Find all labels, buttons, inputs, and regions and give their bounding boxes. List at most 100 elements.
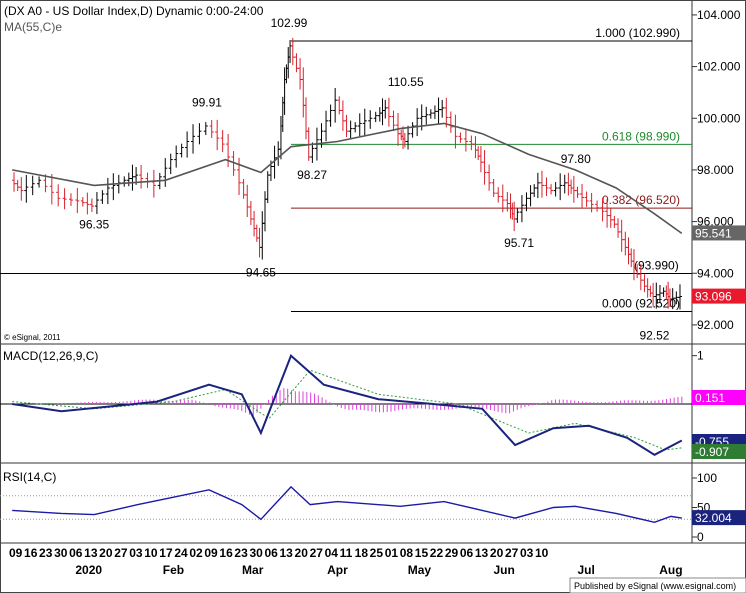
price-annotation-1: 110.55	[388, 75, 424, 89]
month-label-1: Feb	[163, 563, 184, 577]
ohlc-bar	[535, 172, 540, 199]
day-label-13: 09	[204, 546, 218, 560]
price-annotation-6: 95.71	[504, 236, 534, 250]
ohlc-bar	[589, 192, 594, 213]
ohlc-bar	[37, 176, 42, 188]
day-label-33: 27	[505, 546, 519, 560]
day-label-25: 01	[385, 546, 399, 560]
price-tick-label-0: 104.000	[697, 8, 741, 22]
ohlc-bar	[440, 99, 445, 118]
price-annotation-0: 102.99	[271, 16, 308, 30]
macd-label: MACD(12,26,9,C)	[3, 349, 98, 363]
ohlc-bar	[386, 97, 391, 127]
ohlc-bar	[584, 191, 589, 207]
day-label-29: 29	[445, 546, 459, 560]
ohlc-bar	[333, 88, 338, 123]
ohlc-bar	[549, 184, 554, 195]
day-label-5: 13	[84, 546, 98, 560]
ma-badge	[692, 225, 746, 241]
price-tick-label-1: 102.000	[697, 60, 741, 74]
month-label-0: 2020	[75, 563, 102, 577]
ohlc-bar	[203, 122, 208, 136]
day-label-30: 06	[460, 546, 474, 560]
ohlc-bar	[24, 174, 29, 203]
ohlc-bar	[220, 130, 225, 153]
ohlc-bar	[19, 177, 24, 201]
day-label-24: 25	[370, 546, 384, 560]
ohlc-bar	[491, 178, 496, 198]
ohlc-bar	[357, 113, 362, 137]
ohlc-bar	[515, 208, 520, 223]
ohlc-bar	[677, 284, 682, 310]
ohlc-bar	[185, 131, 190, 158]
day-label-23: 18	[355, 546, 369, 560]
ohlc-bar	[174, 145, 179, 168]
rsi-badge	[692, 510, 746, 526]
day-label-27: 15	[415, 546, 429, 560]
ohlc-bar	[89, 198, 94, 213]
day-label-32: 20	[490, 546, 504, 560]
price-tick-label-3: 98.000	[697, 163, 734, 177]
day-label-28: 22	[430, 546, 444, 560]
day-label-8: 03	[129, 546, 143, 560]
ohlc-bar	[43, 174, 48, 193]
price-panel: 104.000 102.000 100.000 98.000 96.000 94.000 9…	[0, 8, 746, 342]
fib-label-2: 0.382 (96.520)	[602, 193, 680, 207]
ohlc-bar	[391, 110, 396, 132]
day-label-31: 13	[475, 546, 489, 560]
ohlc-bar	[368, 110, 373, 129]
price-annotation-5: 96.35	[79, 218, 109, 232]
ma-badge-label: 95.541	[695, 226, 732, 240]
month-label-7: Aug	[659, 563, 682, 577]
ohlc-bar	[191, 124, 196, 154]
macd-badge-2	[692, 444, 746, 459]
day-label-3: 30	[54, 546, 68, 560]
ohlc-bar	[100, 190, 105, 204]
copyright: © eSignal, 2011	[4, 333, 61, 342]
rsi-tick-label-2: 0	[697, 530, 704, 544]
rsi-tick-label-0: 100	[697, 471, 717, 485]
last-price-badge	[692, 288, 746, 304]
ohlc-bar	[310, 142, 315, 163]
day-label-22: 11	[340, 546, 353, 560]
day-label-2: 23	[39, 546, 53, 560]
ohlc-bar	[85, 192, 90, 215]
ohlc-bar	[80, 197, 85, 207]
day-label-16: 30	[249, 546, 263, 560]
day-label-19: 20	[295, 546, 309, 560]
day-label-10: 17	[159, 546, 173, 560]
ohlc-bar	[49, 174, 54, 205]
price-annotation-3: 97.80	[561, 152, 591, 166]
last-price-badge-label: 93.096	[695, 290, 732, 304]
macd-panel: 1-10.151-0.755-0.907	[0, 349, 746, 459]
day-label-1: 16	[24, 546, 38, 560]
ohlc-bar	[558, 173, 563, 201]
ohlc-bar	[410, 122, 415, 138]
ohlc-bar	[469, 135, 474, 151]
ohlc-bar	[428, 109, 433, 119]
macd-badge-0	[692, 390, 746, 405]
ohlc-bar	[580, 183, 585, 208]
ohlc-bar	[328, 104, 333, 127]
day-label-20: 27	[310, 546, 324, 560]
ohlc-bar	[139, 165, 144, 189]
ohlc-bar	[324, 110, 329, 142]
fib-label-0: 1.000 (102.990)	[595, 26, 680, 40]
x-axis: 09 16 23 30 06 13 20 27 03 10 17 24 02 09 16 23 30 06 13 20…	[9, 546, 683, 577]
ohlc-bar	[406, 125, 411, 150]
price-tick-label-6: 92.000	[697, 318, 734, 332]
ohlc-bar	[482, 150, 487, 185]
ohlc-bar	[448, 111, 453, 133]
day-label-6: 20	[99, 546, 113, 560]
ohlc-bar	[344, 114, 349, 138]
macd-line	[12, 354, 683, 456]
ohlc-bar	[179, 143, 184, 158]
chart-title: (DX A0 - US Dollar Index,D) Dynamic 0:00…	[4, 4, 264, 18]
price-annotation-2: 99.91	[192, 96, 222, 110]
day-label-35: 10	[535, 546, 549, 560]
day-label-21: 04	[325, 546, 339, 560]
day-label-4: 06	[69, 546, 83, 560]
ohlc-bar	[463, 128, 468, 152]
ohlc-bar	[553, 182, 558, 197]
